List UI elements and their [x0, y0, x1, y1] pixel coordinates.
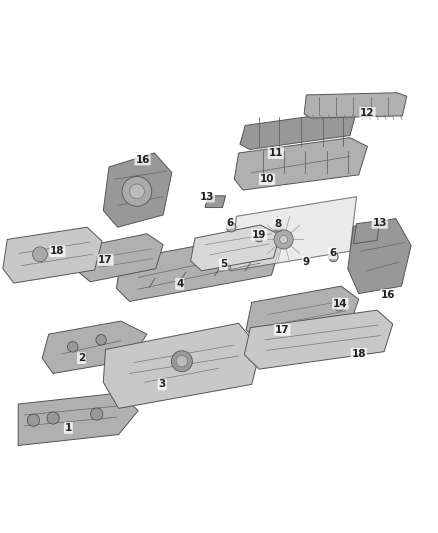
Polygon shape — [205, 196, 226, 207]
Text: 1: 1 — [65, 423, 72, 433]
Circle shape — [47, 412, 59, 424]
Text: 6: 6 — [329, 248, 336, 259]
Polygon shape — [103, 323, 261, 408]
Polygon shape — [117, 234, 280, 302]
Text: 14: 14 — [333, 298, 348, 309]
Circle shape — [130, 184, 145, 199]
Text: 3: 3 — [159, 379, 166, 390]
Text: 11: 11 — [268, 148, 283, 158]
Text: 10: 10 — [260, 174, 274, 184]
Circle shape — [176, 356, 187, 367]
Circle shape — [274, 230, 293, 249]
Text: 13: 13 — [372, 218, 387, 228]
Circle shape — [32, 247, 47, 262]
Circle shape — [226, 222, 236, 232]
Polygon shape — [230, 197, 357, 271]
Text: 17: 17 — [98, 255, 113, 265]
Polygon shape — [3, 227, 102, 283]
Text: 19: 19 — [252, 230, 266, 240]
Circle shape — [274, 224, 282, 232]
Polygon shape — [77, 234, 163, 282]
Circle shape — [67, 342, 78, 352]
Text: 13: 13 — [200, 192, 214, 201]
Circle shape — [280, 236, 288, 244]
Circle shape — [122, 176, 152, 206]
Text: 12: 12 — [360, 108, 374, 118]
Text: 8: 8 — [274, 219, 282, 229]
Text: 4: 4 — [176, 279, 184, 289]
Circle shape — [96, 335, 106, 345]
Polygon shape — [103, 153, 172, 227]
Text: 5: 5 — [220, 260, 227, 269]
Polygon shape — [240, 111, 355, 149]
Circle shape — [27, 414, 39, 426]
Polygon shape — [42, 321, 147, 374]
Polygon shape — [191, 225, 280, 271]
Polygon shape — [234, 138, 367, 190]
Text: 2: 2 — [78, 353, 85, 363]
Text: 6: 6 — [226, 218, 233, 228]
Text: 9: 9 — [303, 257, 310, 267]
Circle shape — [91, 408, 103, 420]
Circle shape — [255, 234, 263, 242]
Polygon shape — [244, 310, 393, 369]
Circle shape — [335, 302, 343, 311]
Text: 18: 18 — [351, 349, 366, 359]
Circle shape — [171, 351, 192, 372]
Polygon shape — [353, 221, 380, 244]
Polygon shape — [348, 219, 411, 294]
Text: 17: 17 — [275, 325, 290, 335]
Text: 16: 16 — [381, 290, 396, 300]
Circle shape — [328, 252, 338, 262]
Polygon shape — [304, 93, 407, 118]
Text: 18: 18 — [50, 246, 65, 256]
Polygon shape — [18, 393, 138, 446]
Text: 16: 16 — [135, 155, 150, 165]
Polygon shape — [246, 286, 359, 343]
